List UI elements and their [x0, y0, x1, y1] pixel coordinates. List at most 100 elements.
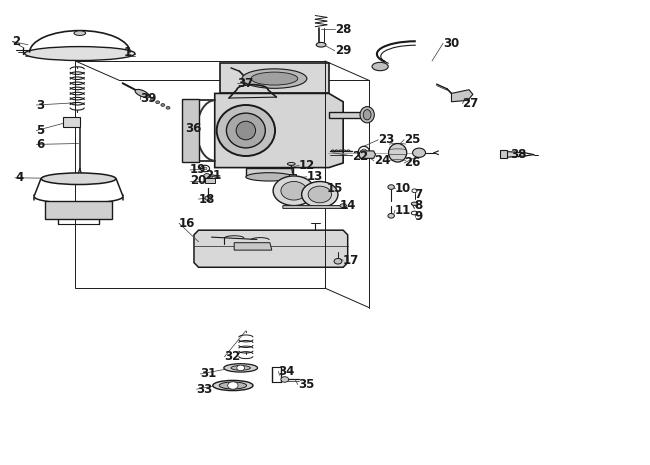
Text: 38: 38 [510, 148, 526, 161]
Bar [205, 178, 214, 183]
Polygon shape [503, 152, 525, 157]
Circle shape [412, 189, 417, 193]
Text: 34: 34 [278, 365, 294, 378]
Circle shape [237, 365, 244, 371]
Circle shape [203, 173, 210, 178]
Circle shape [388, 213, 395, 218]
Circle shape [151, 98, 155, 101]
Text: 3: 3 [36, 99, 44, 112]
Text: 35: 35 [298, 378, 314, 391]
Ellipse shape [363, 110, 371, 120]
Circle shape [200, 165, 209, 172]
Ellipse shape [411, 202, 418, 206]
Circle shape [302, 181, 338, 207]
Text: 14: 14 [339, 199, 356, 212]
Text: 18: 18 [198, 193, 215, 206]
Ellipse shape [41, 173, 116, 185]
Circle shape [308, 186, 332, 203]
Text: 20: 20 [190, 174, 206, 187]
Bar [289, 174, 296, 178]
Ellipse shape [219, 382, 246, 389]
Circle shape [413, 148, 426, 157]
Polygon shape [359, 151, 376, 158]
Text: 9: 9 [415, 210, 422, 223]
Text: 29: 29 [335, 44, 351, 57]
Ellipse shape [372, 62, 388, 71]
Text: 1: 1 [124, 46, 132, 59]
Circle shape [161, 104, 165, 106]
Text: 32: 32 [224, 350, 240, 363]
Ellipse shape [236, 121, 255, 140]
Bar [220, 63, 329, 93]
Text: 36: 36 [185, 122, 202, 135]
Circle shape [166, 106, 170, 109]
Text: 6: 6 [36, 138, 45, 151]
Text: 27: 27 [463, 97, 479, 110]
Ellipse shape [358, 146, 370, 159]
Ellipse shape [226, 113, 265, 148]
Ellipse shape [251, 72, 298, 85]
Polygon shape [283, 206, 348, 208]
Circle shape [146, 95, 150, 98]
Text: 2: 2 [12, 35, 21, 48]
Bar [63, 117, 80, 127]
Text: 8: 8 [415, 199, 422, 212]
Ellipse shape [317, 42, 326, 47]
Text: 15: 15 [326, 182, 343, 195]
Ellipse shape [213, 380, 253, 391]
Circle shape [156, 101, 160, 104]
Bar [500, 150, 506, 158]
Text: 13: 13 [307, 170, 323, 183]
Ellipse shape [242, 69, 307, 88]
Text: 26: 26 [404, 156, 421, 169]
Text: 10: 10 [395, 182, 411, 195]
Ellipse shape [361, 149, 367, 156]
Text: 25: 25 [404, 133, 421, 146]
Ellipse shape [216, 105, 275, 156]
Text: 39: 39 [140, 93, 157, 106]
Ellipse shape [360, 106, 374, 123]
Text: 4: 4 [15, 171, 23, 184]
Circle shape [205, 196, 211, 200]
Ellipse shape [224, 364, 257, 372]
Ellipse shape [287, 162, 295, 165]
Ellipse shape [389, 144, 407, 162]
Text: 21: 21 [205, 169, 221, 182]
Bar [182, 99, 198, 162]
Ellipse shape [74, 31, 86, 35]
Polygon shape [234, 243, 272, 250]
Text: 31: 31 [200, 367, 216, 380]
Ellipse shape [135, 89, 149, 98]
Text: 11: 11 [395, 204, 411, 217]
Ellipse shape [246, 173, 292, 181]
Text: 12: 12 [299, 159, 315, 172]
Bar [75, 61, 325, 288]
Ellipse shape [231, 365, 250, 370]
Circle shape [334, 259, 342, 264]
Text: 17: 17 [343, 254, 359, 267]
Text: 5: 5 [36, 124, 45, 137]
Polygon shape [452, 90, 473, 102]
Text: 33: 33 [196, 383, 213, 396]
Circle shape [388, 185, 395, 189]
Polygon shape [45, 201, 112, 219]
Polygon shape [246, 167, 292, 177]
Text: 30: 30 [443, 37, 460, 50]
Circle shape [227, 382, 238, 389]
Text: 22: 22 [352, 150, 369, 162]
Polygon shape [214, 93, 343, 167]
Text: 7: 7 [415, 188, 422, 201]
Polygon shape [194, 230, 348, 267]
Polygon shape [329, 112, 367, 118]
Text: 19: 19 [190, 163, 207, 176]
Text: 37: 37 [237, 77, 254, 90]
Ellipse shape [25, 46, 135, 60]
Ellipse shape [340, 204, 346, 207]
Text: 24: 24 [374, 154, 390, 167]
Circle shape [281, 181, 307, 200]
Text: 23: 23 [378, 133, 395, 146]
Circle shape [281, 377, 289, 382]
Text: 16: 16 [179, 217, 196, 230]
Circle shape [203, 167, 207, 170]
Circle shape [273, 176, 315, 206]
